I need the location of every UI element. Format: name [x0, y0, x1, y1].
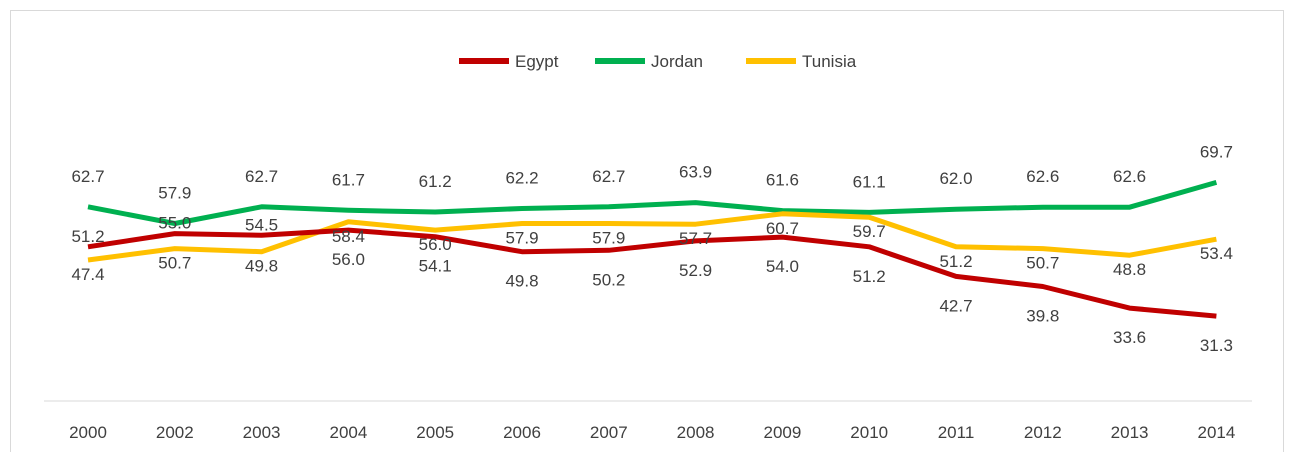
data-label-jordan-2000: 62.7 [71, 167, 104, 186]
data-label-egypt-2004: 56.0 [332, 250, 365, 269]
data-label-jordan-2014: 69.7 [1200, 142, 1233, 161]
data-label-tunisia-2011: 51.2 [939, 252, 972, 271]
data-label-egypt-2010: 51.2 [853, 267, 886, 286]
data-label-egypt-2000: 51.2 [71, 227, 104, 246]
legend-label-tunisia: Tunisia [802, 52, 857, 71]
data-label-jordan-2011: 62.0 [939, 169, 972, 188]
data-label-jordan-2007: 62.7 [592, 167, 625, 186]
data-label-tunisia-2007: 57.9 [592, 229, 625, 248]
x-tick-label-2007: 2007 [590, 423, 628, 442]
x-tick-label-2009: 2009 [763, 423, 801, 442]
data-label-tunisia-2008: 57.7 [679, 229, 712, 248]
data-label-tunisia-2014: 53.4 [1200, 244, 1233, 263]
x-tick-label-2006: 2006 [503, 423, 541, 442]
legend: Egypt Jordan Tunisia [459, 52, 857, 71]
data-label-jordan-2012: 62.6 [1026, 167, 1059, 186]
data-label-tunisia-2010: 59.7 [853, 222, 886, 241]
data-label-jordan-2004: 61.7 [332, 170, 365, 189]
data-label-jordan-2008: 63.9 [679, 163, 712, 182]
x-tick-label-2012: 2012 [1024, 423, 1062, 442]
x-tick-label-2014: 2014 [1197, 423, 1235, 442]
x-tick-label-2013: 2013 [1111, 423, 1149, 442]
data-label-jordan-2010: 61.1 [853, 172, 886, 191]
data-label-egypt-2006: 49.8 [505, 272, 538, 291]
x-tick-label-2011: 2011 [938, 423, 975, 442]
series-lines [88, 182, 1217, 316]
data-label-egypt-2007: 50.2 [592, 270, 625, 289]
chart-frame: Egypt Jordan Tunisia 51.2 55.0 54.5 56.0 54.1 4… [10, 10, 1284, 452]
data-label-tunisia-2006: 57.9 [505, 229, 538, 248]
line-chart: Egypt Jordan Tunisia 51.2 55.0 54.5 56.0 54.1 4… [11, 11, 1285, 453]
data-label-egypt-2008: 52.9 [679, 261, 712, 280]
data-label-jordan-2002: 57.9 [158, 184, 191, 203]
x-tick-labels: 2000 2002 2003 2004 2005 2006 2007 2008 2009 2010… [69, 423, 1235, 442]
data-label-tunisia-2004: 58.4 [332, 227, 365, 246]
data-label-egypt-2009: 54.0 [766, 257, 799, 276]
data-label-jordan-2005: 61.2 [419, 172, 452, 191]
data-label-tunisia-2012: 50.7 [1026, 254, 1059, 273]
data-label-jordan-2009: 61.6 [766, 171, 799, 190]
x-tick-label-2010: 2010 [850, 423, 888, 442]
data-label-egypt-2011: 42.7 [939, 296, 972, 315]
x-tick-label-2004: 2004 [329, 423, 367, 442]
data-label-jordan-2003: 62.7 [245, 167, 278, 186]
data-label-tunisia-2003: 49.8 [245, 257, 278, 276]
data-label-tunisia-2009: 60.7 [766, 219, 799, 238]
legend-label-egypt: Egypt [515, 52, 559, 71]
legend-label-jordan: Jordan [651, 52, 703, 71]
data-label-jordan-2006: 62.2 [505, 169, 538, 188]
x-tick-label-2000: 2000 [69, 423, 107, 442]
data-label-egypt-2012: 39.8 [1026, 306, 1059, 325]
data-label-egypt-2005: 54.1 [419, 257, 452, 276]
data-label-tunisia-2000: 47.4 [71, 265, 104, 284]
data-label-egypt-2003: 54.5 [245, 215, 278, 234]
data-label-tunisia-2002: 50.7 [158, 254, 191, 273]
data-label-egypt-2014: 31.3 [1200, 336, 1233, 355]
x-tick-label-2008: 2008 [677, 423, 715, 442]
data-label-tunisia-2005: 56.0 [419, 235, 452, 254]
data-label-jordan-2013: 62.6 [1113, 167, 1146, 186]
x-tick-label-2003: 2003 [243, 423, 281, 442]
data-label-egypt-2002: 55.0 [158, 214, 191, 233]
x-tick-label-2002: 2002 [156, 423, 194, 442]
data-label-egypt-2013: 33.6 [1113, 328, 1146, 347]
data-label-tunisia-2013: 48.8 [1113, 260, 1146, 279]
x-tick-label-2005: 2005 [416, 423, 454, 442]
